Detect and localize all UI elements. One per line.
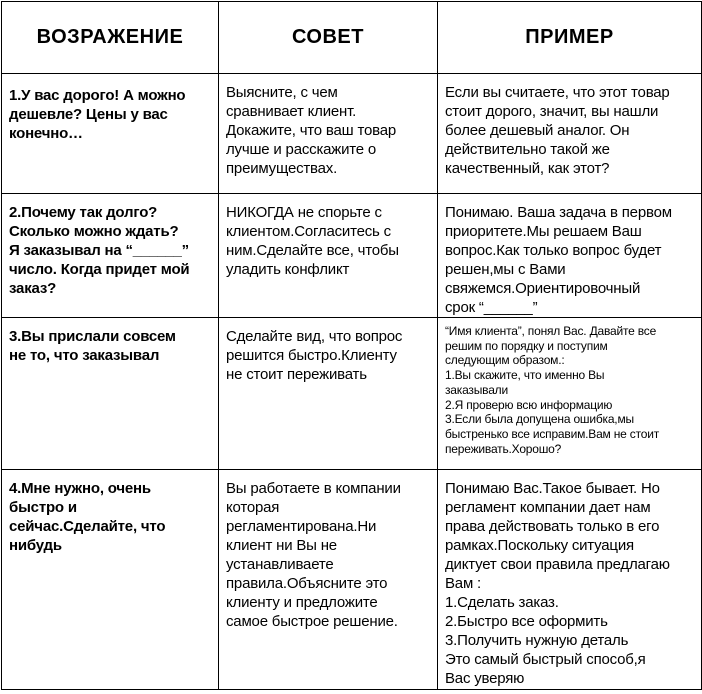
example-cell: “Имя клиента”, понял Вас. Давайте все ре…: [437, 317, 702, 470]
advice-cell: Вы работаете в компании которая регламен…: [218, 469, 438, 690]
header-advice: СОВЕТ: [218, 1, 438, 74]
example-cell: Понимаю. Ваша задача в первом приоритете…: [437, 193, 702, 318]
table-row: 4.Мне нужно, очень быстро и сейчас.Сдела…: [1, 469, 702, 690]
objection-cell: 2.Почему так долго? Сколько можно ждать?…: [1, 193, 219, 318]
advice-cell: Сделайте вид, что вопрос решится быстро.…: [218, 317, 438, 470]
header-row: ВОЗРАЖЕНИЕ СОВЕТ ПРИМЕР: [1, 1, 702, 74]
example-cell: Если вы считаете, что этот товар стоит д…: [437, 73, 702, 194]
objection-cell: 1.У вас дорого! А можно дешевле? Цены у …: [1, 73, 219, 194]
header-example: ПРИМЕР: [437, 1, 702, 74]
header-objection: ВОЗРАЖЕНИЕ: [1, 1, 219, 74]
table-row: 1.У вас дорого! А можно дешевле? Цены у …: [1, 73, 702, 194]
advice-cell: Выясните, с чем сравнивает клиент. Докаж…: [218, 73, 438, 194]
advice-cell: НИКОГДА не спорьте с клиентом.Согласитес…: [218, 193, 438, 318]
objection-cell: 4.Мне нужно, очень быстро и сейчас.Сдела…: [1, 469, 219, 690]
objection-cell: 3.Вы прислали совсем не то, что заказыва…: [1, 317, 219, 470]
table-row: 2.Почему так долго? Сколько можно ждать?…: [1, 193, 702, 318]
table-row: 3.Вы прислали совсем не то, что заказыва…: [1, 317, 702, 470]
example-cell: Понимаю Вас.Такое бывает. Но регламент к…: [437, 469, 702, 690]
